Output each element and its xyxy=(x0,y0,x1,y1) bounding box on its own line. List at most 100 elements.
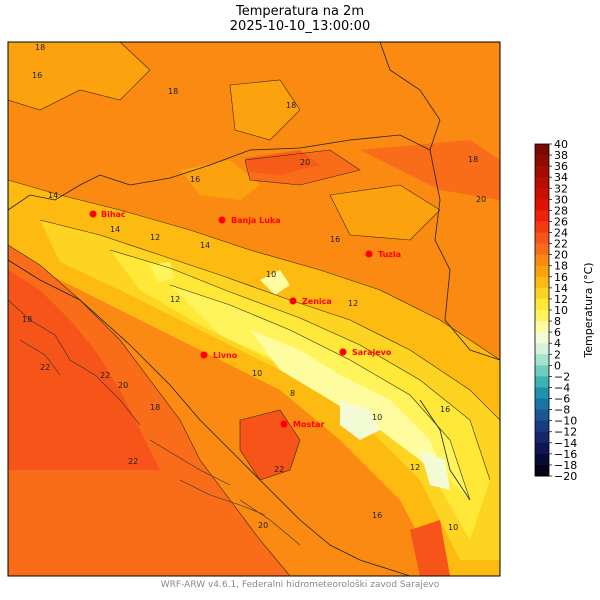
colorbar-tick-label: −12 xyxy=(554,426,577,439)
city-label: Sarajevo xyxy=(352,348,392,357)
colorbar-segment xyxy=(535,464,549,477)
city-markers: Bihać Banja Luka Tuzla Zenica Livno Sara… xyxy=(89,209,402,429)
city-bihac[interactable]: Bihać xyxy=(89,209,126,219)
city-label: Banja Luka xyxy=(231,216,281,225)
colorbar-tick-label: 6 xyxy=(554,326,561,339)
colorbar-segment xyxy=(535,144,549,156)
colorbar-segment xyxy=(535,199,549,211)
country-borders xyxy=(8,42,500,576)
city-zenica[interactable]: Zenica xyxy=(289,297,332,306)
map-title: Temperatura na 2m xyxy=(235,4,364,19)
contour-label: 8 xyxy=(290,389,295,398)
contour-label: 12 xyxy=(410,463,420,472)
colorbar-segment xyxy=(535,420,549,433)
colorbar-segment xyxy=(535,287,549,300)
colorbar-tick-label: −4 xyxy=(554,381,570,394)
contour-label: 20 xyxy=(300,158,310,167)
city-banja-luka[interactable]: Banja Luka xyxy=(218,216,281,225)
colorbar-segment xyxy=(535,177,549,189)
contour-label: 18 xyxy=(168,87,178,96)
colorbar-segment xyxy=(535,453,549,466)
city-mostar[interactable]: Mostar xyxy=(280,420,325,429)
contour-label: 20 xyxy=(118,381,128,390)
contour-label: 18 xyxy=(286,101,296,110)
city-label: Tuzla xyxy=(378,250,401,259)
colorbar-tick-label: 10 xyxy=(554,304,568,317)
city-label: Bihać xyxy=(101,209,126,219)
colorbar-segment xyxy=(535,166,549,178)
contour-label: 22 xyxy=(128,457,138,466)
colorbar-segment xyxy=(535,265,549,278)
colorbar-tick-label: 36 xyxy=(554,160,568,173)
contour-label: 16 xyxy=(440,405,450,414)
footer-credit: WRF-ARW v4.6.1, Federalni hidrometeorolo… xyxy=(160,580,440,590)
colorbar-segment xyxy=(535,310,549,322)
city-tuzla[interactable]: Tuzla xyxy=(365,250,402,259)
colorbar-segment xyxy=(535,365,549,377)
contour-label: 18 xyxy=(35,43,45,52)
colorbar-tick-label: 18 xyxy=(554,260,568,273)
colorbar-tick-label: −14 xyxy=(554,437,577,450)
colorbar-tick-label: −10 xyxy=(554,415,577,428)
map-frame xyxy=(7,41,501,577)
colorbar-segment xyxy=(535,409,549,422)
contour-label: 18 xyxy=(468,155,478,164)
city-label: Zenica xyxy=(302,297,332,306)
colorbar-segment xyxy=(535,332,549,344)
colorbar-segment xyxy=(535,210,549,222)
colorbar-tick-label: 28 xyxy=(554,204,568,217)
colorbar-tick-label: 4 xyxy=(554,337,561,350)
contour-label: 18 xyxy=(22,315,32,324)
colorbar-tick-label: 40 xyxy=(554,138,568,151)
contour-label: 12 xyxy=(150,233,160,242)
contour-label: 16 xyxy=(190,175,200,184)
city-livno[interactable]: Livno xyxy=(200,351,238,360)
contour-label: 12 xyxy=(348,299,358,308)
colorbar-ticks: 4038363432302826242220181614121086420−2−… xyxy=(549,138,577,483)
city-sarajevo[interactable]: Sarajevo xyxy=(339,348,392,357)
colorbar-segment xyxy=(535,376,549,388)
contour-label: 16 xyxy=(32,71,42,80)
colorbar-tick-label: 20 xyxy=(554,249,568,262)
colorbar-tick-label: 26 xyxy=(554,215,568,228)
colorbar-segment xyxy=(535,343,549,355)
temperature-field xyxy=(8,42,500,576)
colorbar-tick-label: 8 xyxy=(554,315,561,328)
colorbar-tick-label: −20 xyxy=(554,470,577,483)
colorbar-segment xyxy=(535,155,549,167)
contour-label-group: 18 16 18 18 20 18 20 16 14 14 12 14 16 1… xyxy=(22,43,486,532)
colorbar-tick-label: 38 xyxy=(554,149,568,162)
map-subtitle: 2025-10-10_13:00:00 xyxy=(229,19,371,34)
contour-label: 10 xyxy=(372,413,382,422)
colorbar-tick-label: −18 xyxy=(554,459,577,472)
colorbar-tick-label: 34 xyxy=(554,171,568,184)
colorbar-tick-label: 12 xyxy=(554,293,568,306)
contour-label: 10 xyxy=(266,270,276,279)
colorbar-segment xyxy=(535,276,549,289)
contour-label: 18 xyxy=(150,403,160,412)
colorbar-segment xyxy=(535,232,549,245)
colorbar-segment xyxy=(535,398,549,411)
colorbar-tick-label: 2 xyxy=(554,348,561,361)
colorbar-tick-label: 30 xyxy=(554,193,568,206)
colorbar-tick-label: −2 xyxy=(554,370,570,383)
colorbar-segment xyxy=(535,354,549,366)
colorbar-tick-label: −16 xyxy=(554,448,577,461)
colorbar-tick-label: 14 xyxy=(554,282,568,295)
colorbar-tick-label: 24 xyxy=(554,227,568,240)
contour-label: 22 xyxy=(100,371,110,380)
colorbar-segment xyxy=(535,431,549,444)
contour-label: 20 xyxy=(258,521,268,530)
contour-lines xyxy=(8,42,500,576)
contour-label: 16 xyxy=(372,511,382,520)
contour-label: 10 xyxy=(448,523,458,532)
contour-label: 14 xyxy=(110,225,120,234)
contour-label: 16 xyxy=(330,235,340,244)
contour-label: 14 xyxy=(200,241,210,250)
contour-label: 14 xyxy=(48,191,58,200)
colorbar-segment xyxy=(535,188,549,200)
contour-label: 20 xyxy=(476,195,486,204)
colorbar-segment xyxy=(535,298,549,311)
contour-label: 12 xyxy=(170,295,180,304)
